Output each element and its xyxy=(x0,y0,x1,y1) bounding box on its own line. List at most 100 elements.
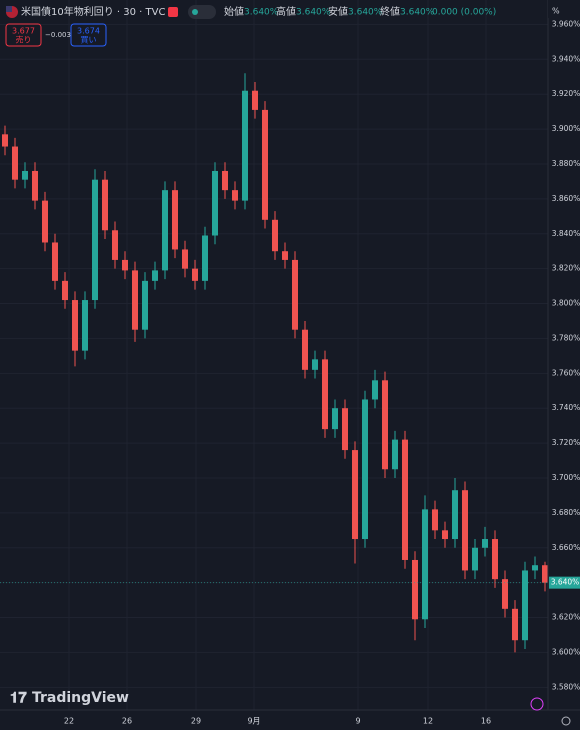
candle-body xyxy=(142,280,148,330)
candle-body xyxy=(42,200,48,243)
candle-body xyxy=(102,179,108,231)
candle-body xyxy=(252,90,258,110)
ohlc-change: 0.000 (0.00%) xyxy=(432,8,496,18)
ohlc-value: 3.640% xyxy=(400,8,435,18)
ohlc-name: 終値 xyxy=(380,5,400,18)
candle-body xyxy=(532,565,538,571)
candle-body xyxy=(342,408,348,451)
y-tick-label: 3.820% xyxy=(552,264,580,273)
unit-box xyxy=(548,0,580,18)
ohlc-name: 始値 xyxy=(224,5,244,18)
candle-body xyxy=(332,408,338,430)
logo-mark: 𝟏𝟕 xyxy=(10,689,27,707)
y-tick-label: 3.580% xyxy=(552,682,580,691)
x-tick-label: 26 xyxy=(122,717,132,726)
candle-body xyxy=(32,170,38,201)
status-dot xyxy=(192,9,198,15)
candle-body xyxy=(322,359,328,430)
x-tick-label: 29 xyxy=(191,717,201,726)
candle-body xyxy=(192,268,198,281)
candle-body xyxy=(92,179,98,301)
candle-body xyxy=(372,380,378,400)
candle-body xyxy=(422,509,428,620)
candle-body xyxy=(362,399,368,540)
candle-body xyxy=(412,559,418,620)
candle-body xyxy=(212,170,218,236)
candle-body xyxy=(352,450,358,540)
candle-body xyxy=(82,300,88,351)
y-tick-label: 3.700% xyxy=(552,473,580,482)
lightning-button[interactable] xyxy=(530,697,544,711)
candle-body xyxy=(312,359,318,370)
sell-button[interactable] xyxy=(5,23,42,47)
candle-body xyxy=(492,539,498,580)
candle-body xyxy=(122,259,128,271)
candle-body xyxy=(542,565,548,583)
candle-body xyxy=(302,329,308,370)
x-tick-label: 12 xyxy=(423,717,433,726)
sell-price: 3.677 xyxy=(12,27,35,36)
candle-body xyxy=(12,146,18,180)
ohlc-name: 高値 xyxy=(276,5,296,18)
y-tick-label: 3.940% xyxy=(552,54,580,63)
y-tick-label: 3.680% xyxy=(552,508,580,517)
y-tick-label: 3.720% xyxy=(552,438,580,447)
y-tick-label: 3.740% xyxy=(552,403,580,412)
candle-body xyxy=(272,219,278,252)
symbol-title: 米国債10年物利回り · 30 · TVC xyxy=(21,5,165,18)
candle-body xyxy=(2,134,8,147)
logo: TradingView xyxy=(32,690,129,706)
candle-body xyxy=(232,190,238,201)
unit: % xyxy=(552,7,560,16)
y-tick-label: 3.780% xyxy=(552,333,580,342)
y-tick-label: 3.920% xyxy=(552,89,580,98)
spread: −0.003 xyxy=(45,31,71,39)
last-price-label: 3.640% xyxy=(551,578,580,587)
candle-body xyxy=(522,570,528,641)
buy-price: 3.674 xyxy=(77,27,100,36)
candle-body xyxy=(382,380,388,470)
candle-body xyxy=(202,235,208,281)
candle-body xyxy=(222,170,228,191)
y-tick-label: 3.900% xyxy=(552,124,580,133)
candle-body xyxy=(462,490,468,571)
settings-button[interactable] xyxy=(561,716,571,726)
sell-label: 売り xyxy=(16,35,32,45)
flag-button[interactable] xyxy=(168,7,178,17)
candle-body xyxy=(242,90,248,201)
buy-button[interactable] xyxy=(70,23,107,47)
candle-body xyxy=(472,547,478,571)
y-tick-label: 3.880% xyxy=(552,159,580,168)
candle-body xyxy=(72,300,78,351)
x-tick-label: 22 xyxy=(64,717,74,726)
y-tick-label: 3.800% xyxy=(552,299,580,308)
candle-body xyxy=(152,270,158,281)
candle-body xyxy=(262,109,268,220)
y-tick-label: 3.600% xyxy=(552,647,580,656)
y-tick-label: 3.860% xyxy=(552,194,580,203)
candle-body xyxy=(172,190,178,250)
candle-body xyxy=(282,251,288,260)
y-tick-label: 3.660% xyxy=(552,543,580,552)
plot-area xyxy=(0,0,548,710)
ohlc-value: 3.640% xyxy=(296,8,331,18)
candle-body xyxy=(62,280,68,301)
ohlc-name: 安値 xyxy=(328,5,348,18)
candle-body xyxy=(502,579,508,609)
ohlc-value: 3.640% xyxy=(244,8,279,18)
candle-body xyxy=(402,439,408,560)
candle-body xyxy=(392,439,398,470)
y-tick-label: 3.840% xyxy=(552,229,580,238)
flag-icon xyxy=(6,6,12,12)
x-tick-label: 16 xyxy=(481,717,491,726)
y-tick-label: 3.960% xyxy=(552,19,580,28)
candle-body xyxy=(162,190,168,271)
candle-body xyxy=(432,509,438,531)
candle-body xyxy=(482,539,488,548)
status-pill[interactable] xyxy=(188,5,216,19)
candle-body xyxy=(132,270,138,330)
candle-body xyxy=(22,170,28,180)
candle-body xyxy=(512,608,518,641)
